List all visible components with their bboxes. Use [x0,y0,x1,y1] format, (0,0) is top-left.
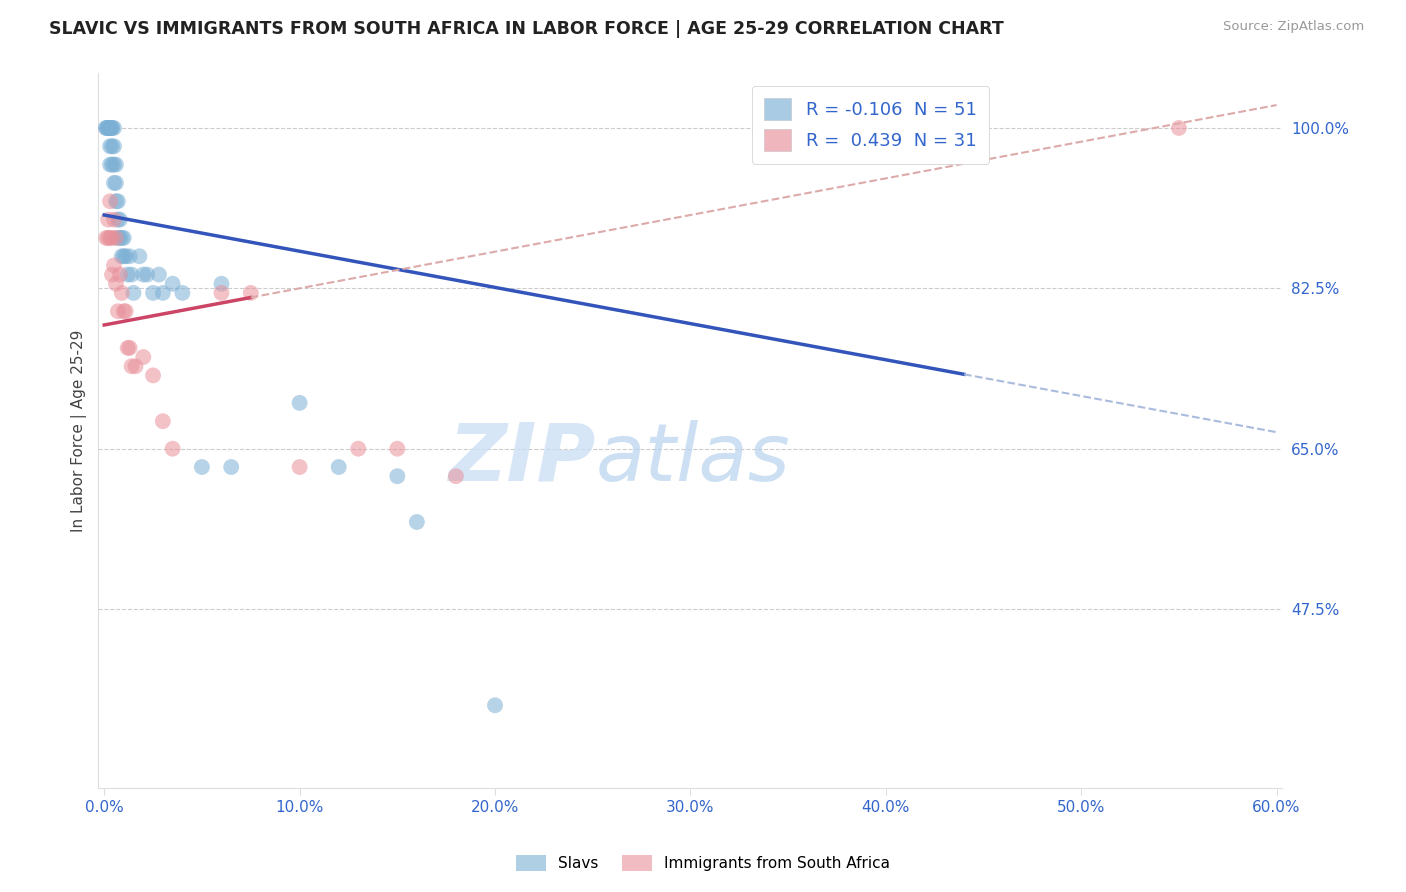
Point [152,285,174,300]
Point [118,341,141,355]
Point [104,176,127,190]
Legend: Slavs, Immigrants from South Africa: Slavs, Immigrants from South Africa [509,849,897,877]
Point [98,120,121,135]
Point [219,460,242,475]
Point [103,139,125,153]
Text: atlas: atlas [596,420,790,498]
Point [191,460,214,475]
Point [136,268,159,282]
Point [211,285,233,300]
Point [104,158,127,172]
Point [97,120,120,135]
Point [98,231,121,245]
Point [97,231,120,245]
Point [107,231,129,245]
Point [148,268,170,282]
Point [98,139,121,153]
Point [328,460,350,475]
Point [101,120,124,135]
Legend: R = -0.106  N = 51, R =  0.439  N = 31: R = -0.106 N = 51, R = 0.439 N = 31 [752,86,990,164]
Text: SLAVIC VS IMMIGRANTS FROM SOUTH AFRICA IN LABOR FORCE | AGE 25-29 CORRELATION CH: SLAVIC VS IMMIGRANTS FROM SOUTH AFRICA I… [49,20,1004,37]
Point [97,120,120,135]
Point [107,212,129,227]
Point [96,120,118,135]
Point [104,277,127,291]
Point [211,277,233,291]
Point [142,368,165,383]
Point [108,268,131,282]
Point [103,176,125,190]
Point [1167,120,1189,135]
Point [108,231,131,245]
Point [111,231,134,245]
Point [117,268,139,282]
Point [288,460,311,475]
Point [107,194,129,209]
Point [103,120,125,135]
Point [239,285,262,300]
Point [484,698,506,713]
Point [104,194,127,209]
Text: Source: ZipAtlas.com: Source: ZipAtlas.com [1223,20,1364,33]
Point [101,231,124,245]
Point [122,285,145,300]
Point [128,249,150,263]
Point [387,442,409,456]
Point [124,359,146,374]
Point [96,231,118,245]
Point [101,120,124,135]
Point [98,158,121,172]
Point [103,259,125,273]
Point [112,304,135,318]
Point [111,249,134,263]
Point [112,249,135,263]
Point [111,285,134,300]
Point [98,194,121,209]
Y-axis label: In Labor Force | Age 25-29: In Labor Force | Age 25-29 [72,329,87,532]
Point [405,515,427,529]
Point [101,139,124,153]
Point [117,341,139,355]
Point [121,359,143,374]
Point [152,414,174,428]
Point [98,120,121,135]
Point [142,285,165,300]
Point [121,268,143,282]
Point [97,120,120,135]
Point [387,469,409,483]
Point [132,268,155,282]
Point [98,120,121,135]
Point [101,268,124,282]
Point [114,304,136,318]
Point [103,158,125,172]
Point [114,249,136,263]
Point [118,249,141,263]
Point [172,285,194,300]
Point [103,212,125,227]
Point [101,158,124,172]
Point [132,350,155,364]
Point [162,442,184,456]
Text: ZIP: ZIP [449,420,596,498]
Point [112,231,135,245]
Point [162,277,184,291]
Point [96,120,118,135]
Point [104,231,127,245]
Point [97,212,120,227]
Point [347,442,370,456]
Point [107,304,129,318]
Point [444,469,467,483]
Point [108,212,131,227]
Point [288,396,311,410]
